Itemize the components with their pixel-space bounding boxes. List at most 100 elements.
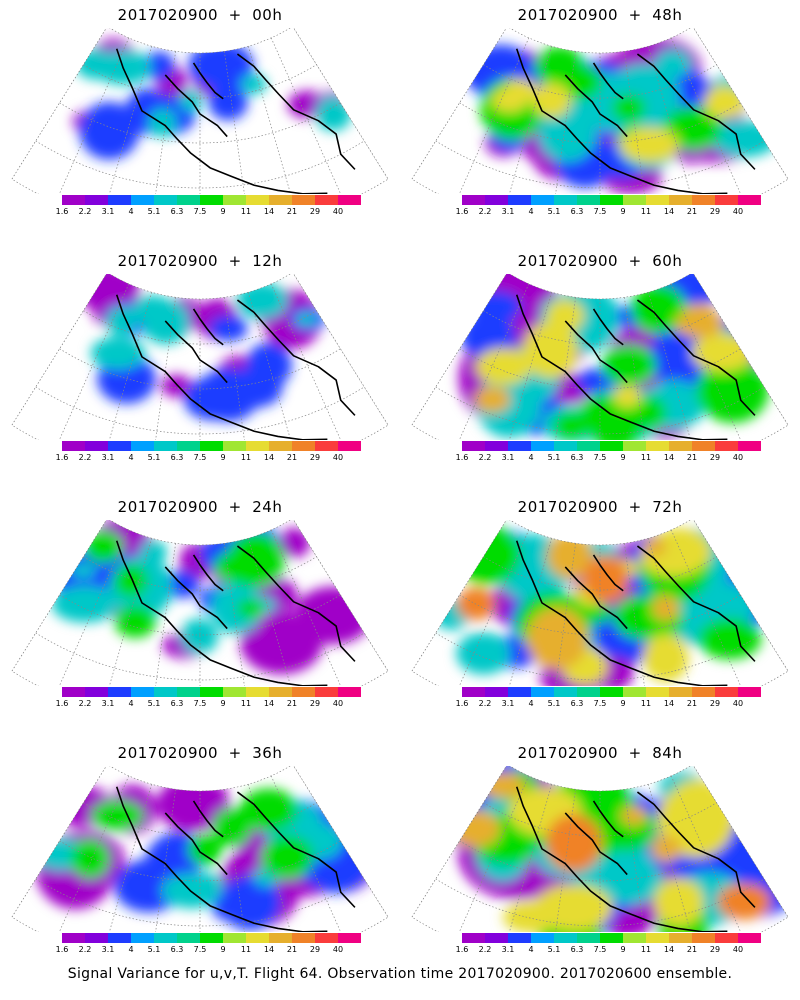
colorbar-swatch — [531, 441, 554, 451]
colorbar-swatch — [200, 933, 223, 943]
colorbar — [62, 195, 361, 205]
map-panel: 2017020900 + 12h 1.6 2.2 3.1 4 5.1 6.3 7.5 9 11 14… — [0, 246, 400, 492]
colorbar-swatch — [315, 195, 338, 205]
colorbar-swatch — [577, 933, 600, 943]
colorbar-tick-label: 14 — [263, 453, 275, 462]
colorbar-swatch — [246, 933, 269, 943]
colorbar-swatch — [131, 687, 154, 697]
panel-title: 2017020900 + 36h — [117, 744, 283, 762]
colorbar-tick-label: 40 — [332, 207, 344, 216]
colorbar-swatch — [200, 195, 223, 205]
colorbar-tick-label: 6.3 — [170, 699, 184, 708]
colorbar-tick-label: 6.3 — [570, 699, 584, 708]
colorbar-swatch — [692, 687, 715, 697]
colorbar-swatch — [738, 687, 761, 697]
colorbar-swatch — [292, 933, 315, 943]
colorbar-swatch — [554, 195, 577, 205]
colorbar-tick-label: 2.2 — [478, 945, 492, 954]
colorbar-tick-label: 5.1 — [147, 453, 161, 462]
colorbar-swatch — [269, 687, 292, 697]
colorbar-tick-label: 4 — [128, 453, 134, 462]
colorbar-tick-label: 3.1 — [101, 207, 115, 216]
colorbar-tick-label: 40 — [732, 945, 744, 954]
colorbar-labels: 1.6 2.2 3.1 4 5.1 6.3 7.5 9 11 14 21 29 40 — [56, 207, 361, 219]
colorbar-swatch — [669, 687, 692, 697]
colorbar-swatch — [223, 441, 246, 451]
colorbar-tick-label: 5.1 — [547, 453, 561, 462]
colorbar-tick-label: 4 — [528, 453, 534, 462]
map-panel: 2017020900 + 60h 1.6 2.2 3.1 4 5.1 6.3 7.5 9 11 14… — [400, 246, 800, 492]
colorbar — [62, 441, 361, 451]
panel-title: 2017020900 + 12h — [117, 252, 283, 270]
polar-map — [11, 520, 389, 686]
colorbar — [62, 687, 361, 697]
colorbar-swatch — [154, 195, 177, 205]
colorbar-tick-label: 11 — [640, 453, 652, 462]
colorbar-swatch — [531, 195, 554, 205]
colorbar-swatch — [531, 933, 554, 943]
colorbar-tick-label: 21 — [686, 945, 698, 954]
colorbar-swatch — [338, 195, 361, 205]
colorbar-swatch — [154, 687, 177, 697]
colorbar-tick-label: 6.3 — [570, 945, 584, 954]
colorbar-swatch — [315, 687, 338, 697]
colorbar-swatch — [508, 441, 531, 451]
colorbar-swatch — [223, 687, 246, 697]
colorbar-tick-label: 4 — [128, 945, 134, 954]
colorbar-swatch — [131, 195, 154, 205]
polar-map — [11, 274, 389, 440]
colorbar-swatch — [315, 441, 338, 451]
colorbar-tick-label: 21 — [286, 945, 298, 954]
colorbar-swatch — [177, 933, 200, 943]
colorbar-swatch — [623, 195, 646, 205]
colorbar-tick-label: 9 — [220, 699, 226, 708]
colorbar-swatch — [485, 441, 508, 451]
colorbar-tick-label: 4 — [528, 699, 534, 708]
colorbar-swatch — [223, 933, 246, 943]
panel-title: 2017020900 + 60h — [517, 252, 683, 270]
colorbar-tick-label: 7.5 — [193, 207, 207, 216]
colorbar-swatch — [692, 195, 715, 205]
colorbar-swatch — [623, 933, 646, 943]
colorbar-swatch — [154, 933, 177, 943]
colorbar-swatch — [738, 933, 761, 943]
colorbar-swatch — [338, 441, 361, 451]
colorbar-tick-label: 2.2 — [78, 453, 92, 462]
colorbar-tick-label: 29 — [709, 699, 721, 708]
colorbar-tick-label: 7.5 — [193, 945, 207, 954]
colorbar-swatch — [508, 933, 531, 943]
polar-map — [411, 520, 789, 686]
colorbar-labels: 1.6 2.2 3.1 4 5.1 6.3 7.5 9 11 14 21 29 40 — [56, 453, 361, 465]
colorbar-tick-label: 11 — [640, 699, 652, 708]
colorbar-swatch — [246, 195, 269, 205]
colorbar-labels: 1.6 2.2 3.1 4 5.1 6.3 7.5 9 11 14 21 29 40 — [456, 699, 761, 711]
colorbar-swatch — [85, 441, 108, 451]
colorbar-tick-label: 1.6 — [455, 453, 469, 462]
colorbar-swatch — [177, 195, 200, 205]
colorbar-swatch — [485, 687, 508, 697]
colorbar-tick-label: 29 — [309, 699, 321, 708]
colorbar-labels: 1.6 2.2 3.1 4 5.1 6.3 7.5 9 11 14 21 29 40 — [456, 453, 761, 465]
colorbar-tick-label: 9 — [620, 945, 626, 954]
colorbar-swatch — [508, 687, 531, 697]
panel-title: 2017020900 + 72h — [517, 498, 683, 516]
colorbar-tick-label: 11 — [240, 699, 252, 708]
panel-title: 2017020900 + 84h — [517, 744, 683, 762]
colorbar-tick-label: 21 — [686, 699, 698, 708]
colorbar-tick-label: 14 — [663, 207, 675, 216]
colorbar-tick-label: 9 — [220, 453, 226, 462]
colorbar-swatch — [669, 195, 692, 205]
colorbar-tick-label: 3.1 — [501, 453, 515, 462]
colorbar-swatch — [623, 441, 646, 451]
colorbar-swatch — [62, 687, 85, 697]
colorbar-swatch — [485, 195, 508, 205]
colorbar-tick-label: 5.1 — [147, 699, 161, 708]
colorbar-tick-label: 2.2 — [478, 207, 492, 216]
colorbar-tick-label: 4 — [128, 699, 134, 708]
colorbar-swatch — [269, 195, 292, 205]
colorbar-swatch — [108, 933, 131, 943]
polar-map — [411, 274, 789, 440]
colorbar-tick-label: 11 — [640, 207, 652, 216]
map-panel: 2017020900 + 00h 1.6 2.2 3.1 4 5.1 6.3 7.5 9 11 14… — [0, 0, 400, 246]
colorbar-tick-label: 21 — [286, 207, 298, 216]
